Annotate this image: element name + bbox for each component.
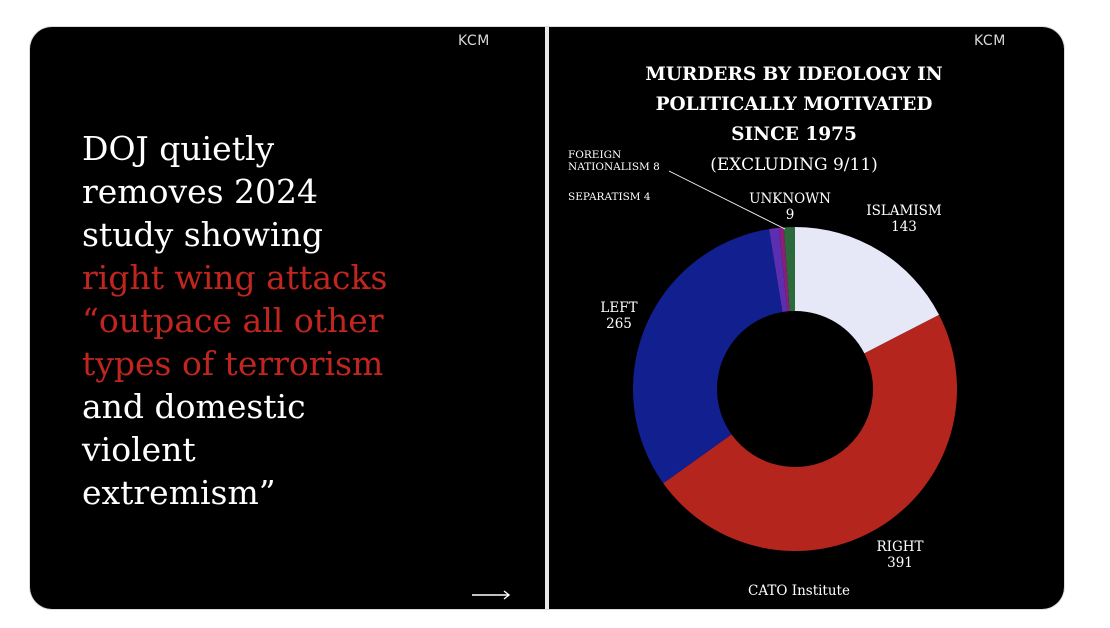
slice-label-right-name: RIGHT — [876, 539, 924, 555]
slice-separatism — [778, 227, 790, 312]
slice-label-unknown-name: UNKNOWN — [749, 191, 831, 207]
arrow-right-icon[interactable] — [471, 589, 513, 601]
slice-label-islamism-value: 143 — [891, 219, 917, 235]
tweet-media-card: KCM DOJ quietly removes 2024 study showing… — [30, 27, 1064, 609]
slice-islamism — [795, 227, 940, 354]
slice-label-foreign-nationalism: FOREIGN NATIONALISM 8 — [568, 149, 660, 173]
chart-title: MURDERS BY IDEOLOGY IN POLITICALLY MOTIV… — [619, 60, 969, 180]
chart-title-line: MURDERS BY IDEOLOGY IN — [645, 64, 943, 85]
chart-title-line: POLITICALLY MOTIVATED — [655, 94, 933, 115]
slice-label-unknown-value: 9 — [785, 207, 795, 223]
headline-text: DOJ quietly removes 2024 study showing rig… — [82, 127, 522, 514]
slice-right — [663, 314, 957, 551]
slice-label-islamism: ISLAMISM 143 — [849, 203, 959, 235]
slice-label-unknown: UNKNOWN 9 — [745, 191, 835, 223]
headline-line: study showing — [82, 215, 323, 254]
headline-line: violent — [82, 430, 196, 469]
slice-label-foreign-nationalism-line2: NATIONALISM 8 — [568, 161, 660, 173]
slice-unknown — [783, 227, 795, 312]
leader-line — [668, 170, 786, 230]
donut-chart — [633, 170, 957, 551]
headline-line: types of terrorism — [82, 344, 384, 383]
headline-line: right wing attacks — [82, 258, 388, 297]
slice-label-foreign-nationalism-line1: FOREIGN — [568, 149, 622, 161]
slice-label-right: RIGHT 391 — [865, 539, 935, 571]
slice-foreign-nationalism — [769, 227, 788, 313]
slice-label-left-name: LEFT — [600, 300, 638, 316]
slice-label-separatism: SEPARATISM 4 — [568, 191, 651, 203]
headline-slide[interactable]: KCM DOJ quietly removes 2024 study showing… — [30, 27, 545, 609]
brand-logo-text: KCM — [974, 33, 1006, 49]
headline-line: and domestic — [82, 387, 306, 426]
slice-label-left-value: 265 — [606, 316, 632, 332]
chart-slide[interactable]: KCM MURDERS BY IDEOLOGY IN POLITICALLY M… — [549, 27, 1064, 609]
headline-line: DOJ quietly — [82, 129, 275, 168]
slice-label-islamism-name: ISLAMISM — [866, 203, 942, 219]
headline-line: extremism” — [82, 473, 276, 512]
headline-line: removes 2024 — [82, 172, 319, 211]
chart-source: CATO Institute — [748, 583, 850, 599]
slice-label-left: LEFT 265 — [589, 300, 649, 332]
slice-label-right-value: 391 — [887, 555, 913, 571]
brand-logo-text: KCM — [458, 33, 490, 49]
headline-line: “outpace all other — [82, 301, 384, 340]
slice-left — [633, 229, 783, 484]
chart-subtitle: (EXCLUDING 9/11) — [710, 155, 878, 175]
chart-title-line: SINCE 1975 — [731, 124, 857, 145]
